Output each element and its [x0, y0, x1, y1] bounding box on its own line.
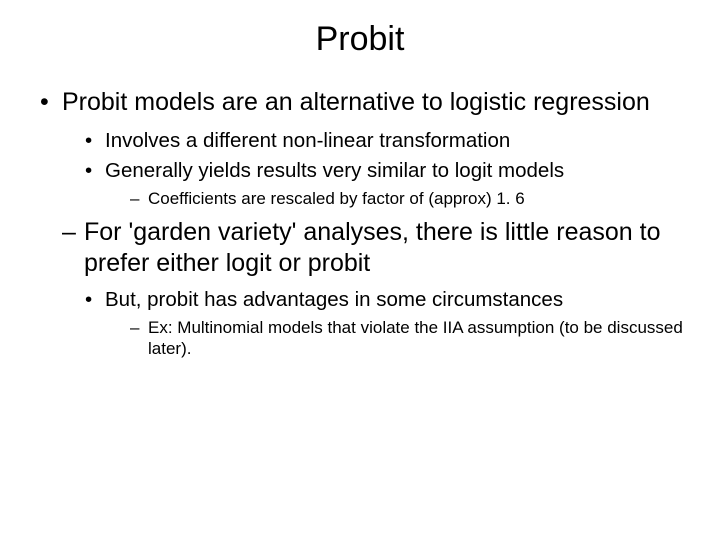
- bullet-sub3: For 'garden variety' analyses, there is …: [62, 217, 690, 280]
- slide: Probit Probit models are an alternative …: [0, 0, 720, 540]
- bullet-sub3a: But, probit has advantages in some circu…: [85, 287, 690, 313]
- bullet-sub1: Involves a different non-linear transfor…: [85, 128, 690, 154]
- bullet-sub2: Generally yields results very similar to…: [85, 158, 690, 184]
- slide-title: Probit: [30, 20, 690, 59]
- bullet-main: Probit models are an alternative to logi…: [40, 87, 690, 118]
- bullet-sub3a1: Ex: Multinomial models that violate the …: [130, 317, 690, 360]
- bullet-sub2a: Coefficients are rescaled by factor of (…: [130, 188, 690, 209]
